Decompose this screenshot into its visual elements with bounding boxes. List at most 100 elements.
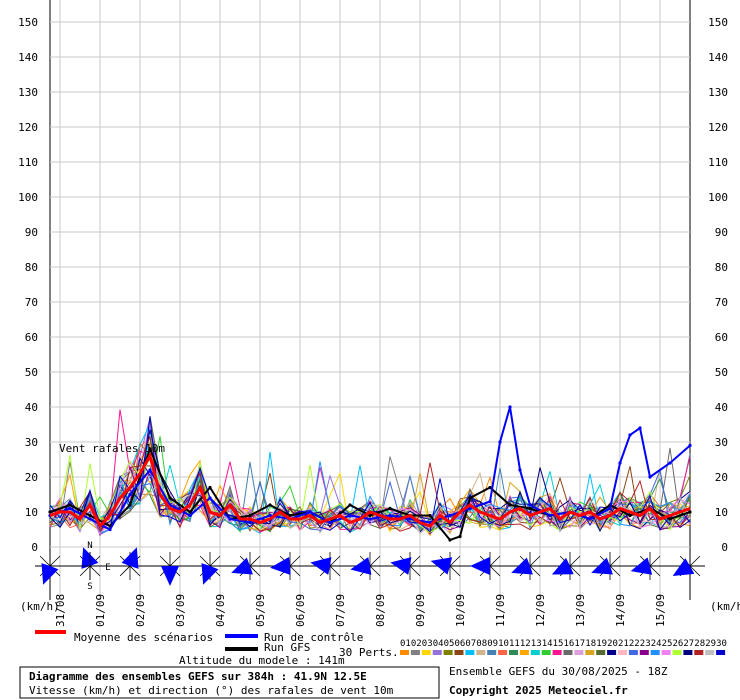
control-point: [248, 520, 252, 525]
wind-wedge: [41, 563, 59, 585]
date-label: 13/09: [574, 594, 587, 627]
perturbation-number: 12: [520, 639, 531, 649]
perturbation-number: 15: [553, 639, 564, 649]
wind-marker: [196, 552, 224, 585]
wind-wedge: [630, 557, 653, 575]
date-label: 02/09: [134, 594, 147, 627]
perturbation-line-23: [49, 466, 691, 537]
perturbation-legend: 01 02 03 04 05 06 07 08 09 10 11 12 13 14 15 16 17 18 19 20…: [400, 639, 727, 655]
perturbation-swatch: [432, 650, 442, 655]
perturbation-swatch: [421, 650, 431, 655]
control-point: [128, 492, 132, 497]
control-point: [608, 506, 612, 511]
perturbation-number: 05: [444, 639, 455, 649]
wind-wedge: [161, 566, 179, 586]
perturbation-swatch: [476, 650, 486, 655]
gfs-point: [188, 510, 192, 514]
gfs-point: [428, 513, 432, 518]
wind-wedge: [511, 557, 533, 575]
wind-marker: [270, 552, 304, 580]
gfs-point: [688, 510, 692, 514]
wind-wedge: [121, 547, 139, 569]
y-tick-label-right: 110: [708, 156, 728, 169]
wind-marker: [430, 552, 464, 580]
control-point: [148, 468, 152, 472]
gfs-point: [528, 506, 532, 511]
y-tick-label-right: 140: [708, 51, 728, 64]
control-point: [508, 405, 512, 409]
y-tick-label-left: 20: [25, 471, 38, 484]
wind-marker: [630, 552, 664, 580]
wind-wedge: [390, 557, 412, 575]
perturbation-swatch: [672, 650, 682, 655]
altitude-label: Altitude du modele : 141m: [179, 654, 345, 667]
perturbation-number: 08: [476, 639, 487, 649]
y-tick-label-left: 140: [18, 51, 38, 64]
control-point: [668, 461, 672, 465]
date-label: 31/08: [54, 594, 67, 627]
gfs-point: [668, 517, 672, 521]
wind-wedge: [430, 557, 453, 575]
perturbation-number: 01: [400, 639, 411, 649]
unit-label-left: (km/h): [20, 600, 60, 613]
perturbation-swatch: [509, 650, 518, 655]
date-label: 04/09: [214, 594, 227, 627]
y-tick-label-right: 150: [708, 16, 728, 29]
control-point: [108, 527, 112, 532]
gfs-point: [88, 513, 92, 518]
gfs-point: [628, 513, 632, 518]
perturbation-number: 03: [422, 639, 433, 649]
perturbation-number: 11: [509, 639, 520, 649]
control-point: [548, 513, 552, 518]
date-label: 06/09: [294, 594, 307, 627]
perturbation-number: 10: [498, 639, 509, 649]
y-tick-label-left: 130: [18, 86, 38, 99]
perturbation-swatch: [716, 650, 726, 655]
perturbation-number: 27: [683, 639, 694, 649]
perturbation-swatch: [607, 650, 617, 655]
perturbation-number: 29: [705, 639, 716, 649]
date-label: 07/09: [334, 594, 347, 627]
date-label: 12/09: [534, 594, 547, 627]
y-tick-label-right: 80: [715, 261, 728, 274]
perturbation-swatch: [563, 650, 573, 655]
wind-marker: [672, 552, 704, 580]
wind-marker: [36, 552, 64, 585]
perturbation-number: 13: [531, 639, 542, 649]
perturbation-swatch: [705, 650, 715, 655]
date-label: 01/09: [94, 594, 107, 627]
perturbation-swatch: [443, 650, 453, 655]
gfs-point: [168, 496, 172, 500]
perturbation-number: 24: [651, 639, 662, 649]
y-tick-label-right: 130: [708, 86, 728, 99]
perturbation-number: 14: [542, 639, 553, 649]
control-point: [448, 513, 452, 518]
perturbation-swatch: [683, 650, 693, 655]
perturbation-swatch: [530, 650, 540, 655]
perturbation-swatch: [574, 650, 584, 655]
wind-wedge: [551, 557, 574, 575]
perturbation-number: 16: [564, 639, 575, 649]
gfs-point: [468, 496, 472, 500]
footer-subtitle: Vitesse (km/h) et direction (°) des rafa…: [29, 684, 394, 697]
perturbation-number: 17: [574, 639, 585, 649]
date-label: 09/09: [414, 594, 427, 627]
gfs-point: [488, 485, 492, 490]
wind-marker: [231, 552, 264, 580]
wind-marker: [350, 552, 384, 580]
y-tick-label-right: 0: [721, 541, 728, 554]
footer-title: Diagramme des ensembles GEFS sur 384h : …: [29, 670, 367, 683]
wind-wedge: [470, 557, 490, 575]
legend: Moyenne des scénarios Run de contrôle Ru…: [35, 630, 727, 667]
perturbation-swatch: [585, 650, 595, 655]
wind-wedge: [231, 557, 253, 575]
control-point: [368, 517, 372, 521]
wind-marker: [470, 552, 504, 580]
y-tick-label-left: 70: [25, 296, 38, 309]
copyright: Copyright 2025 Meteociel.fr: [449, 684, 628, 697]
perturbation-swatch: [596, 650, 606, 655]
wind-marker: [551, 552, 584, 580]
control-point: [188, 513, 192, 518]
y-axis-left: 0 10 20 30 40 50 60 70 80 90 100 110 120 130 140 150: [18, 16, 38, 554]
